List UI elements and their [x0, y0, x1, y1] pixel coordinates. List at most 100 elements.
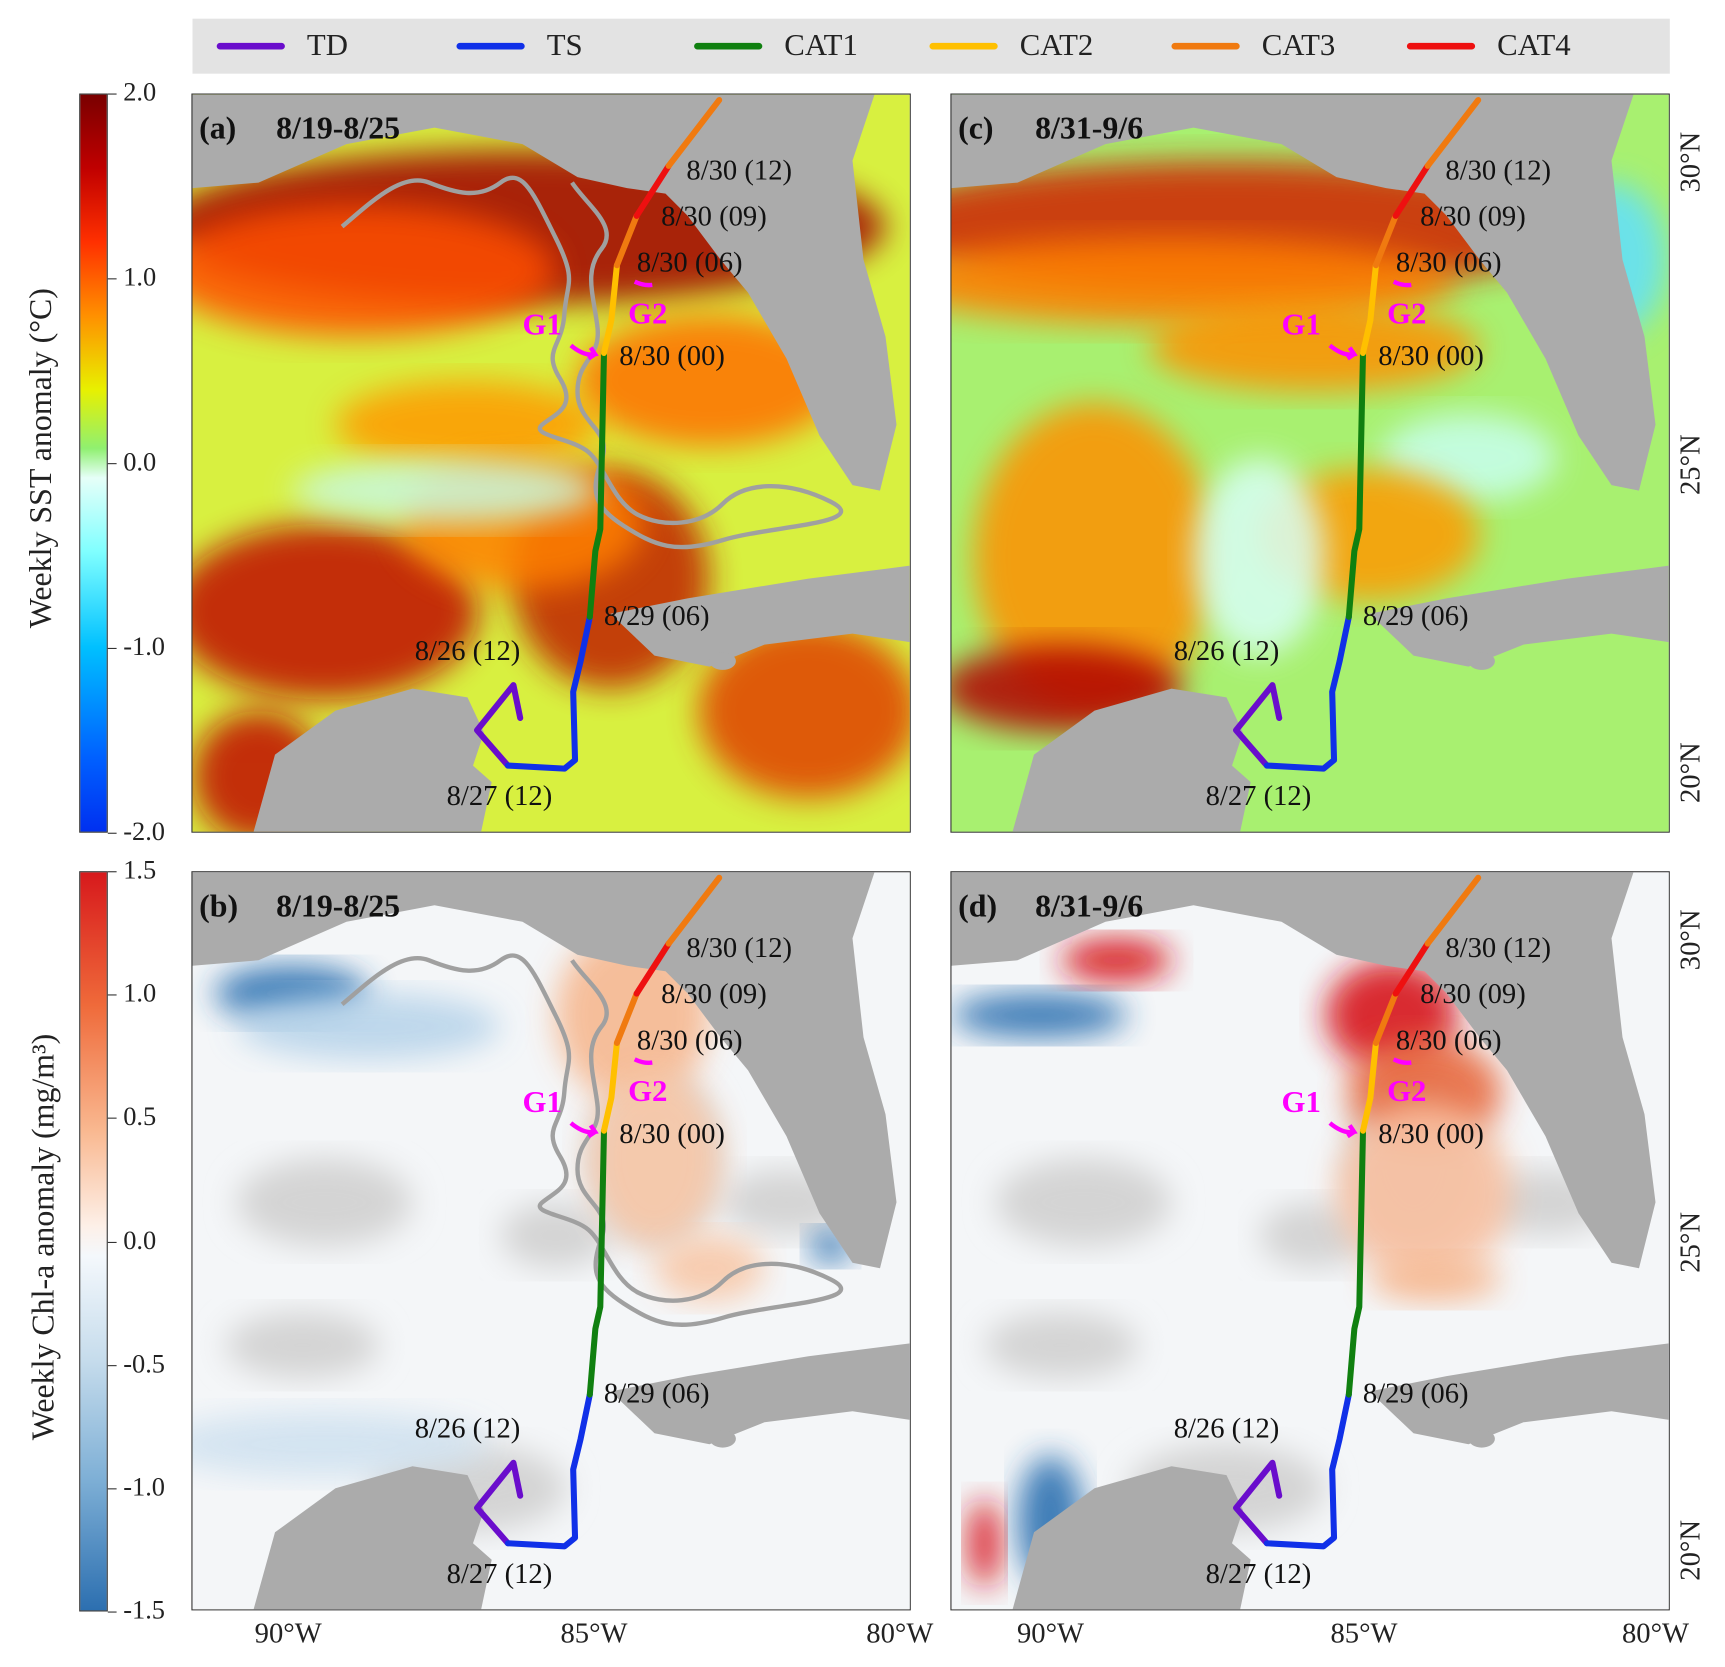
track-segment-cat2	[600, 1039, 620, 1134]
track-legend: TD TS CAT1 CAT2 CAT3 CAT4	[192, 18, 1670, 74]
longitude-tick-label: 80°W	[866, 1617, 934, 1649]
land-cuba	[1369, 1343, 1669, 1445]
land-isla-juventud	[709, 652, 736, 670]
track-segment-cat4	[633, 162, 672, 219]
panel-period: 8/31-9/6	[1035, 111, 1143, 146]
track-segment-cat1	[1345, 1127, 1367, 1398]
longitude-tick-label: 85°W	[560, 1617, 628, 1649]
track-time-label: 8/30 (00)	[1378, 341, 1484, 372]
glider-label-g2: G2	[1387, 1074, 1426, 1108]
colorbar-tick	[107, 871, 117, 873]
panel-letter: (a)	[199, 111, 236, 146]
longitude-tick-label: 90°W	[1016, 1617, 1085, 1649]
track-segment-cat3	[613, 212, 640, 269]
track-time-label: 8/26 (12)	[415, 1414, 521, 1445]
latitude-tick-label: 25°N	[1674, 1211, 1707, 1273]
track-segment-ts	[504, 613, 593, 772]
latitude-tick-label: 20°N	[1674, 1519, 1707, 1581]
colorbar-tick	[107, 994, 117, 996]
track-segment-cat3	[665, 874, 723, 947]
land-isla-juventud	[709, 1430, 736, 1448]
colorbar-tick	[107, 1241, 117, 1243]
legend-label: CAT2	[1019, 28, 1094, 63]
latitude-tick-label: 20°N	[1674, 742, 1707, 803]
colorbar-tick	[107, 93, 117, 95]
legend-swatch	[929, 42, 998, 50]
track-segment-ts	[1263, 1391, 1352, 1550]
legend-item-td: TD	[216, 28, 348, 65]
latitude-tick-label: 30°N	[1674, 909, 1707, 971]
map-panel-d: G1 G2 8/30 (12) 8/30 (09) 8/30 (06) 8/30 (00)…	[950, 871, 1670, 1611]
colorbar-tick	[107, 832, 117, 834]
track-time-label: 8/27 (12)	[447, 781, 553, 812]
track-segment-cat3	[1372, 212, 1399, 269]
land-cuba	[1369, 565, 1669, 667]
legend-swatch	[456, 42, 525, 50]
panel-period: 8/19-8/25	[276, 111, 400, 146]
colorbar-tick-label: 0.5	[123, 1103, 157, 1132]
track-segment-cat2	[1359, 1039, 1379, 1134]
map-panel-c: G1 G2 8/30 (12) 8/30 (09) 8/30 (06) 8/30 (00)…	[950, 93, 1670, 833]
land-yucatan	[253, 1466, 492, 1610]
track-segment-cat1	[586, 349, 608, 620]
land-north-america	[192, 872, 897, 1269]
glider-label-g1: G1	[523, 1085, 562, 1119]
glider-label-g2: G2	[1387, 296, 1426, 330]
colorbar-tick-label: -1.5	[123, 1596, 165, 1626]
track-segment-cat2	[600, 262, 620, 357]
track-time-label: 8/30 (12)	[686, 933, 792, 964]
legend-swatch	[694, 42, 763, 50]
track-time-label: 8/29 (06)	[1363, 1379, 1469, 1410]
track-time-label: 8/30 (12)	[1445, 933, 1551, 964]
land-isla-juventud	[1468, 1430, 1495, 1448]
chla-colorbar-title: Weekly Chl-a anomaly (mg/m³)	[26, 1028, 62, 1446]
land-yucatan	[1012, 1466, 1251, 1610]
legend-item-cat2: CAT2	[929, 28, 1094, 65]
track-segment-ts	[504, 1391, 593, 1550]
glider-g2-path	[633, 279, 653, 288]
colorbar-tick-label: 0.0	[123, 1226, 157, 1256]
glider-g1-path	[569, 343, 599, 361]
panel-letter: (c)	[958, 111, 993, 146]
track-segment-cat1	[1345, 349, 1367, 620]
legend-label: CAT1	[784, 28, 858, 63]
panel-letter: (d)	[958, 888, 997, 923]
panel-letter: (b)	[199, 888, 238, 923]
track-time-label: 8/27 (12)	[447, 1559, 553, 1590]
land-cuba	[610, 1343, 910, 1445]
track-segment-td	[474, 682, 524, 769]
track-segment-cat3	[1424, 97, 1482, 169]
eddy-contour	[340, 175, 843, 550]
track-time-label: 8/30 (00)	[619, 341, 725, 372]
map-panel-b: G1 G2 8/30 (12) 8/30 (09) 8/30 (06) 8/30 (00)…	[191, 871, 911, 1611]
track-segment-cat3	[1372, 990, 1399, 1046]
map-b: G1 G2 8/30 (12) 8/30 (09) 8/30 (06) 8/30 (00)…	[192, 872, 910, 1610]
track-segment-cat4	[633, 940, 672, 997]
track-time-label: 8/27 (12)	[1206, 1559, 1312, 1590]
colorbar-tick-label: 1.0	[123, 979, 157, 1009]
track-time-label: 8/30 (12)	[686, 155, 792, 186]
track-segment-td	[1233, 682, 1283, 769]
track-time-label: 8/27 (12)	[1206, 781, 1312, 812]
glider-label-g1: G1	[1282, 1085, 1321, 1119]
map-d: G1 G2 8/30 (12) 8/30 (09) 8/30 (06) 8/30 (00)…	[951, 872, 1669, 1610]
track-segment-cat3	[613, 990, 640, 1046]
glider-g1-path	[569, 1121, 599, 1139]
track-time-label: 8/30 (12)	[1445, 155, 1551, 186]
colorbar-tick-label: -1.0	[123, 1473, 165, 1502]
colorbar-tick	[107, 1364, 117, 1366]
legend-swatch	[1171, 42, 1240, 50]
glider-g1-path	[1328, 1121, 1358, 1139]
track-segment-cat2	[1359, 262, 1379, 357]
land-north-america	[951, 872, 1656, 1269]
glider-label-g1: G1	[523, 307, 562, 341]
land-isla-juventud	[1468, 652, 1495, 670]
track-time-label: 8/30 (06)	[1396, 248, 1502, 279]
glider-label-g2: G2	[628, 1074, 667, 1108]
eddy-contour	[340, 953, 843, 1328]
legend-item-ts: TS	[456, 28, 583, 65]
colorbar-tick-label: -1.0	[123, 633, 165, 662]
legend-item-cat4: CAT4	[1406, 28, 1571, 65]
anomaly-field	[951, 94, 1669, 832]
legend-swatch	[216, 42, 285, 50]
